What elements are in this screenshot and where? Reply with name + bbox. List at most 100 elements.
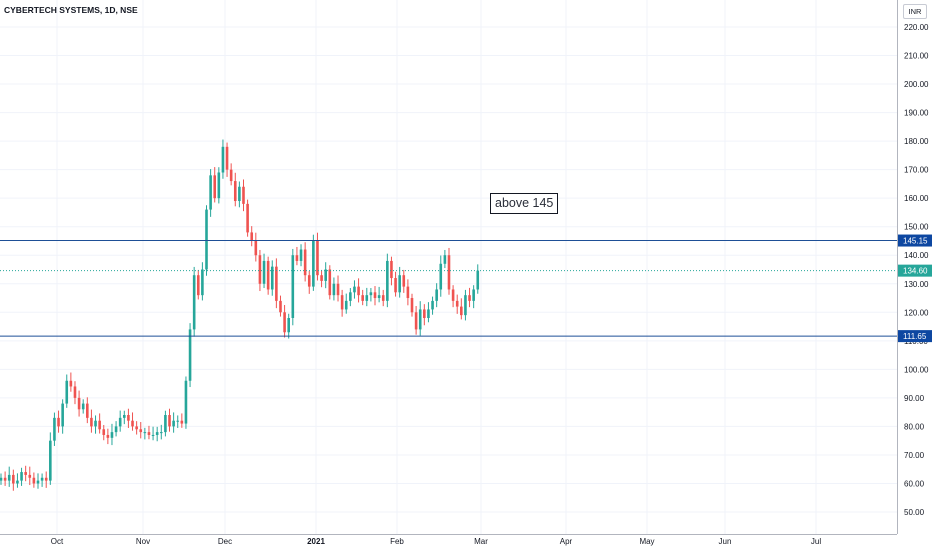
candle-body [40,477,44,481]
candle-body [114,426,118,433]
candle-body [102,429,106,435]
candle-body [147,432,151,435]
candle-body [106,434,110,438]
candle-body [332,283,336,296]
level-price-label: 145.15 [903,237,928,246]
annotation-label[interactable]: above 145 [490,193,559,214]
y-tick-label: 50.00 [904,508,925,517]
candle-body [398,275,401,293]
candle-body [61,403,64,427]
y-tick-label: 180.00 [904,137,929,146]
grid-lines [0,0,897,534]
candle-body [427,309,430,318]
level-price-badge [898,330,932,343]
candle-body [447,255,451,290]
y-tick-label: 210.00 [904,52,929,61]
candle-body [118,417,122,427]
candle-body [176,420,180,422]
symbol-title: CYBERTECH SYSTEMS, 1D, NSE [4,5,138,15]
candle-body [164,414,167,433]
candle-body [69,380,73,387]
current-price-badge [898,264,932,277]
y-tick-label: 160.00 [904,194,929,203]
candle-body [357,286,360,296]
candle-body [81,403,85,410]
candle-body [3,477,7,481]
candle-body [472,289,475,301]
x-tick-label: Feb [390,537,404,546]
candle-body [328,269,332,296]
level-price-badge [898,234,932,247]
candle-body [28,474,32,478]
x-tick-label: Oct [51,537,64,546]
current-price-label: 134.60 [903,267,928,276]
candle-body [468,295,471,301]
candle-body [451,289,455,301]
candle-body [377,295,381,299]
candle-body [217,172,221,199]
candle-body [423,309,426,318]
candle-body [20,472,23,481]
candle-body [435,289,438,301]
candle-body [184,380,188,424]
candle-body [279,300,282,313]
candle-body [390,260,393,279]
candle-body [312,240,315,287]
candle-body [246,203,249,233]
candle-body [381,295,385,301]
y-tick-label: 80.00 [904,422,925,431]
candle-body [262,260,266,284]
candle-body [460,306,463,316]
y-tick-label: 100.00 [904,365,929,374]
candle-body [7,474,11,481]
x-tick-label: 2021 [307,537,325,546]
candle-body [365,295,369,301]
candle-body [316,240,319,276]
candle-body [221,146,225,173]
y-tick-label: 220.00 [904,23,929,32]
candle-body [373,292,377,299]
x-tick-label: May [639,537,654,546]
time-axis[interactable]: Oct Nov Dec 2021 Feb Mar Apr May Jun Jul [51,537,822,546]
y-tick-label: 200.00 [904,80,929,89]
candle-body [180,420,184,424]
candle-body [139,429,143,433]
candle-body [336,283,340,296]
candle-body [270,266,274,290]
candle-body [0,477,3,481]
candle-body [123,414,126,418]
x-tick-label: Mar [474,537,488,546]
candle-body [192,275,196,330]
price-badges: 145.15 111.65 134.60 [898,234,932,343]
candle-body [353,286,356,293]
candle-body [455,300,459,307]
candle-body [73,386,77,398]
candle-body [44,477,48,481]
candle-body [205,209,208,270]
y-tick-label: 130.00 [904,280,929,289]
candle-body [213,175,217,199]
candle-body [349,292,352,301]
x-tick-label: Jun [719,537,732,546]
candle-body [414,312,418,330]
candle-body [77,397,81,410]
candle-body [151,434,155,436]
candle-body [233,181,237,202]
candle-body [238,186,241,202]
candle-body [159,432,163,434]
x-tick-label: Dec [218,537,232,546]
candle-body [299,249,303,261]
candle-body [303,249,307,276]
candle-body [291,255,295,318]
candle-body [254,240,258,256]
candle-body [431,300,434,310]
y-tick-label: 70.00 [904,451,925,460]
candle-body [275,266,278,301]
candle-body [307,275,311,287]
candle-body [49,440,52,481]
y-tick-label: 150.00 [904,223,929,232]
currency-badge[interactable]: INR [903,4,927,19]
candle-body [361,295,364,301]
level-price-label: 111.65 [903,332,927,341]
